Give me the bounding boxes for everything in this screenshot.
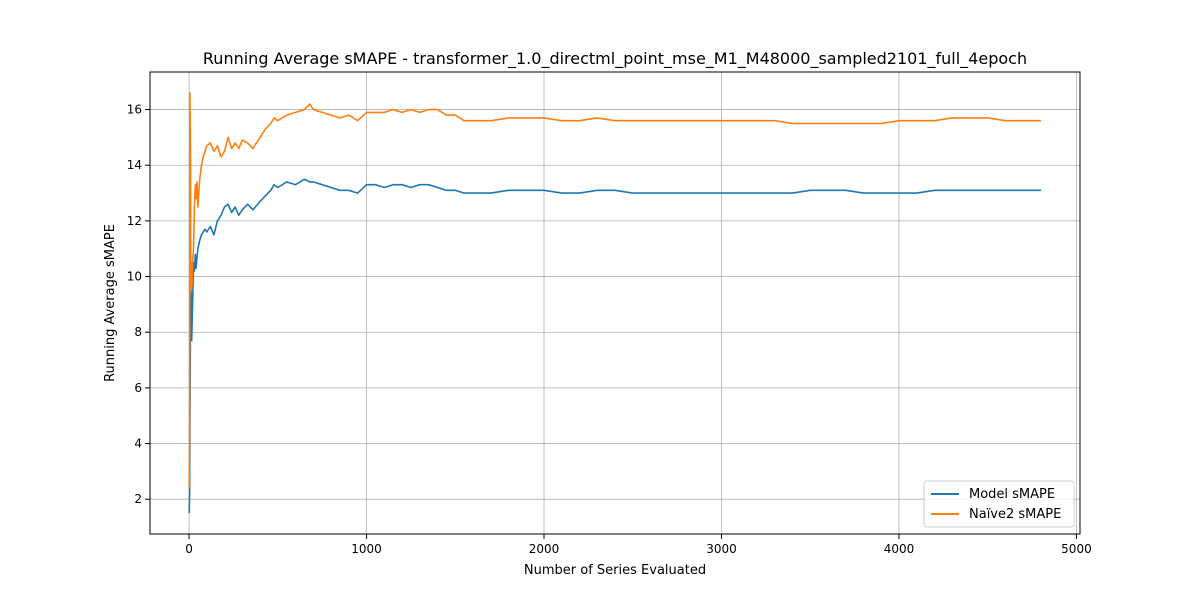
plot-area — [150, 72, 1080, 534]
y-tick-label: 16 — [127, 103, 142, 117]
legend-label-model: Model sMAPE — [969, 487, 1055, 502]
x-tick-label: 3000 — [706, 542, 737, 556]
y-tick-label: 12 — [127, 214, 142, 228]
x-tick-label: 2000 — [529, 542, 560, 556]
series-lines — [188, 92, 1041, 514]
y-tick-label: 4 — [134, 437, 142, 451]
y-tick-label: 8 — [134, 325, 142, 339]
x-axis-title: Number of Series Evaluated — [524, 563, 706, 578]
legend-label-naive2: Naïve2 sMAPE — [969, 507, 1061, 522]
x-tick-label: 5000 — [1061, 542, 1092, 556]
legend-box — [923, 480, 1075, 528]
x-tick-label: 0 — [185, 542, 193, 556]
legend: Model sMAPE Naïve2 sMAPE — [923, 480, 1075, 528]
x-axis-ticks: 0 1000 2000 3000 4000 5000 — [185, 534, 1092, 556]
series-line-model-smape — [188, 178, 1041, 514]
chart-title: Running Average sMAPE - transformer_1.0_… — [203, 49, 1027, 69]
y-axis-ticks: 2 4 6 8 10 12 14 16 — [127, 103, 150, 506]
x-tick-label: 1000 — [351, 542, 382, 556]
y-tick-label: 2 — [134, 492, 142, 506]
y-tick-label: 14 — [127, 158, 142, 172]
y-axis-title: Running Average sMAPE — [103, 224, 118, 382]
y-tick-label: 10 — [127, 270, 142, 284]
series-line-naive2-smape — [188, 92, 1041, 489]
y-tick-label: 6 — [134, 381, 142, 395]
x-tick-label: 4000 — [884, 542, 915, 556]
plot-frame — [149, 71, 1081, 535]
